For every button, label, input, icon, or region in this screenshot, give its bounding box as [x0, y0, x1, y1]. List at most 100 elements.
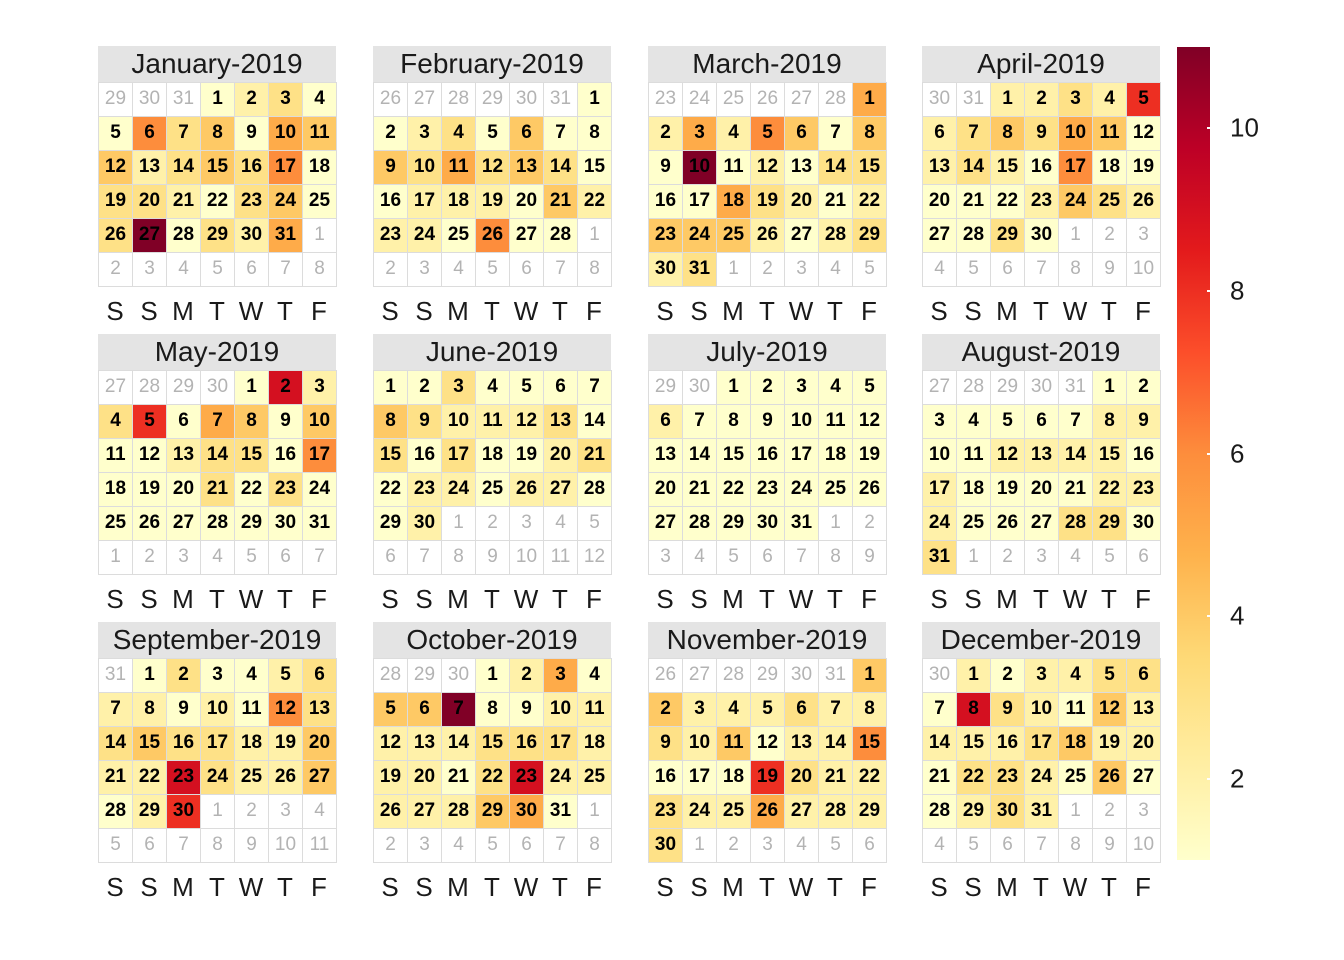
- colorbar-tick-label: 4: [1230, 600, 1245, 631]
- colorbar-tick-mark: [1207, 777, 1214, 780]
- adjacent-day-cell: 4: [441, 828, 476, 863]
- day-cell: 22: [852, 760, 887, 795]
- month-panel: October-2019 28 29 30 1 2 3 4 5 6 7 8 9 10 11 12 13 14 15 1…: [373, 622, 612, 903]
- weekday-label: T: [827, 296, 843, 326]
- day-cell: 24: [200, 760, 235, 795]
- day-cell: 1: [852, 82, 887, 117]
- colorbar-ticks: 2 4 6 8 10: [1207, 47, 1294, 860]
- day-cell: 16: [268, 438, 303, 473]
- day-cell: 9: [1024, 116, 1059, 151]
- adjacent-day-cell: 9: [475, 540, 510, 575]
- day-cell: 11: [1092, 116, 1127, 151]
- day-cell: 6: [1126, 658, 1161, 693]
- day-cell: 22: [132, 760, 167, 795]
- day-cell: 1: [990, 82, 1025, 117]
- day-cell: 8: [577, 116, 612, 151]
- adjacent-day-cell: 30: [922, 658, 957, 693]
- day-cell: 9: [166, 692, 201, 727]
- day-cell: 20: [132, 184, 167, 219]
- day-cell: 12: [990, 438, 1025, 473]
- day-cell: 17: [682, 760, 717, 795]
- month-title: September-2019: [98, 622, 336, 658]
- day-cell: 29: [132, 794, 167, 829]
- day-cell: 16: [648, 184, 683, 219]
- day-cell: 7: [818, 692, 853, 727]
- weekday-label: S: [656, 584, 674, 614]
- weekday-label: F: [311, 872, 327, 902]
- weekday-label: T: [484, 296, 500, 326]
- day-cell: 14: [1058, 438, 1093, 473]
- day-cell: 9: [373, 150, 408, 185]
- adjacent-day-cell: 29: [648, 370, 683, 405]
- day-cell: 31: [682, 252, 717, 287]
- weekday-label: S: [964, 296, 982, 326]
- colorbar-tick-mark: [1207, 452, 1214, 455]
- weekday-label: S: [656, 872, 674, 902]
- day-cell: 5: [990, 404, 1025, 439]
- month-grid: 27 28 29 30 1 2 3 4 5 6 7 8 9 10 11 12 13 14 15 16 17 18 19 20 2…: [98, 370, 337, 575]
- day-cell: 30: [1024, 218, 1059, 253]
- adjacent-day-cell: 6: [132, 828, 167, 863]
- day-cell: 10: [441, 404, 476, 439]
- adjacent-day-cell: 1: [441, 506, 476, 541]
- month-panel: December-2019 30 1 2 3 4 5 6 7 8 9 10 11 12 13 14 15 16 17…: [922, 622, 1161, 903]
- day-cell: 3: [682, 692, 717, 727]
- day-cell: 12: [750, 150, 785, 185]
- day-cell: 24: [922, 506, 957, 541]
- adjacent-day-cell: 9: [234, 828, 269, 863]
- day-cell: 24: [1024, 760, 1059, 795]
- day-cell: 22: [990, 184, 1025, 219]
- day-cell: 20: [1126, 726, 1161, 761]
- day-cell: 14: [166, 150, 201, 185]
- day-cell: 17: [784, 438, 819, 473]
- day-cell: 24: [407, 218, 442, 253]
- day-cell: 28: [818, 794, 853, 829]
- day-cell: 3: [922, 404, 957, 439]
- day-cell: 25: [475, 472, 510, 507]
- day-cell: 13: [132, 150, 167, 185]
- colorbar-tick-label: 6: [1230, 438, 1245, 468]
- day-cell: 27: [166, 506, 201, 541]
- adjacent-day-cell: 30: [200, 370, 235, 405]
- adjacent-day-cell: 2: [1092, 218, 1127, 253]
- adjacent-day-cell: 5: [475, 828, 510, 863]
- day-cell: 2: [166, 658, 201, 693]
- adjacent-day-cell: 4: [784, 828, 819, 863]
- day-cell: 5: [750, 116, 785, 151]
- weekday-label: T: [209, 296, 225, 326]
- day-cell: 22: [200, 184, 235, 219]
- day-cell: 8: [234, 404, 269, 439]
- day-cell: 23: [1024, 184, 1059, 219]
- adjacent-day-cell: 30: [1024, 370, 1059, 405]
- adjacent-day-cell: 8: [818, 540, 853, 575]
- day-cell: 21: [98, 760, 133, 795]
- adjacent-day-cell: 7: [1024, 252, 1059, 287]
- day-cell: 5: [750, 692, 785, 727]
- day-cell: 18: [441, 184, 476, 219]
- weekday-label: T: [1033, 296, 1049, 326]
- colorbar-tick-label: 10: [1230, 112, 1259, 143]
- day-cell: 23: [1126, 472, 1161, 507]
- weekday-label: T: [277, 296, 293, 326]
- day-cell: 26: [852, 472, 887, 507]
- adjacent-day-cell: 1: [682, 828, 717, 863]
- day-cell: 2: [990, 658, 1025, 693]
- day-cell: 6: [509, 116, 544, 151]
- day-cell: 11: [475, 404, 510, 439]
- day-cell: 8: [852, 116, 887, 151]
- adjacent-day-cell: 25: [716, 82, 751, 117]
- adjacent-day-cell: 26: [373, 82, 408, 117]
- day-cell: 26: [98, 218, 133, 253]
- day-cell: 4: [577, 658, 612, 693]
- day-cell: 29: [956, 794, 991, 829]
- adjacent-day-cell: 4: [441, 252, 476, 287]
- day-cell: 15: [234, 438, 269, 473]
- day-cell: 22: [956, 760, 991, 795]
- adjacent-day-cell: 7: [268, 252, 303, 287]
- day-cell: 14: [200, 438, 235, 473]
- day-cell: 15: [132, 726, 167, 761]
- adjacent-day-cell: 5: [1092, 540, 1127, 575]
- adjacent-day-cell: 27: [784, 82, 819, 117]
